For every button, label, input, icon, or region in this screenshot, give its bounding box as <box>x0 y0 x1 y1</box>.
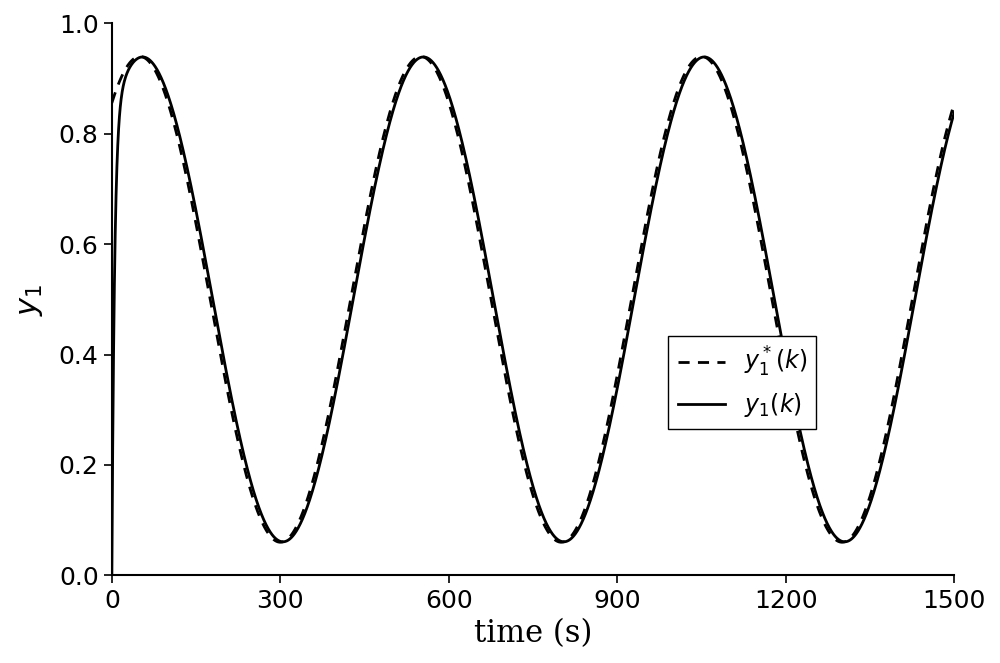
$y_1^*(k)$ <box>881 426 893 434</box>
$y_1^*(k)$ <box>106 99 118 107</box>
$y_1(k)$ <box>923 221 935 229</box>
$y_1^*(k)$ <box>467 200 479 208</box>
$y_1(k)$ <box>948 108 960 116</box>
$y_1(k)$ <box>718 76 730 84</box>
$y_1(k)$ <box>460 155 472 163</box>
X-axis label: time (s): time (s) <box>474 618 592 649</box>
Line: $y_1(k)$: $y_1(k)$ <box>112 57 954 575</box>
$y_1^*(k)$ <box>718 83 730 91</box>
Line: $y_1^*(k)$: $y_1^*(k)$ <box>112 56 954 542</box>
$y_1(k)$ <box>881 438 893 446</box>
Y-axis label: $y_1$: $y_1$ <box>14 283 45 316</box>
$y_1(k)$ <box>417 53 429 61</box>
$y_1(k)$ <box>506 394 518 402</box>
$y_1^*(k)$ <box>134 52 146 60</box>
$y_1^*(k)$ <box>948 99 960 107</box>
Legend: $y_1^*(k)$, $y_1(k)$: $y_1^*(k)$, $y_1(k)$ <box>668 335 816 428</box>
$y_1(k)$ <box>106 572 118 579</box>
$y_1^*(k)$ <box>274 538 286 546</box>
$y_1^*(k)$ <box>460 168 472 176</box>
$y_1^*(k)$ <box>507 408 519 416</box>
$y_1^*(k)$ <box>923 207 935 215</box>
$y_1(k)$ <box>467 186 479 194</box>
